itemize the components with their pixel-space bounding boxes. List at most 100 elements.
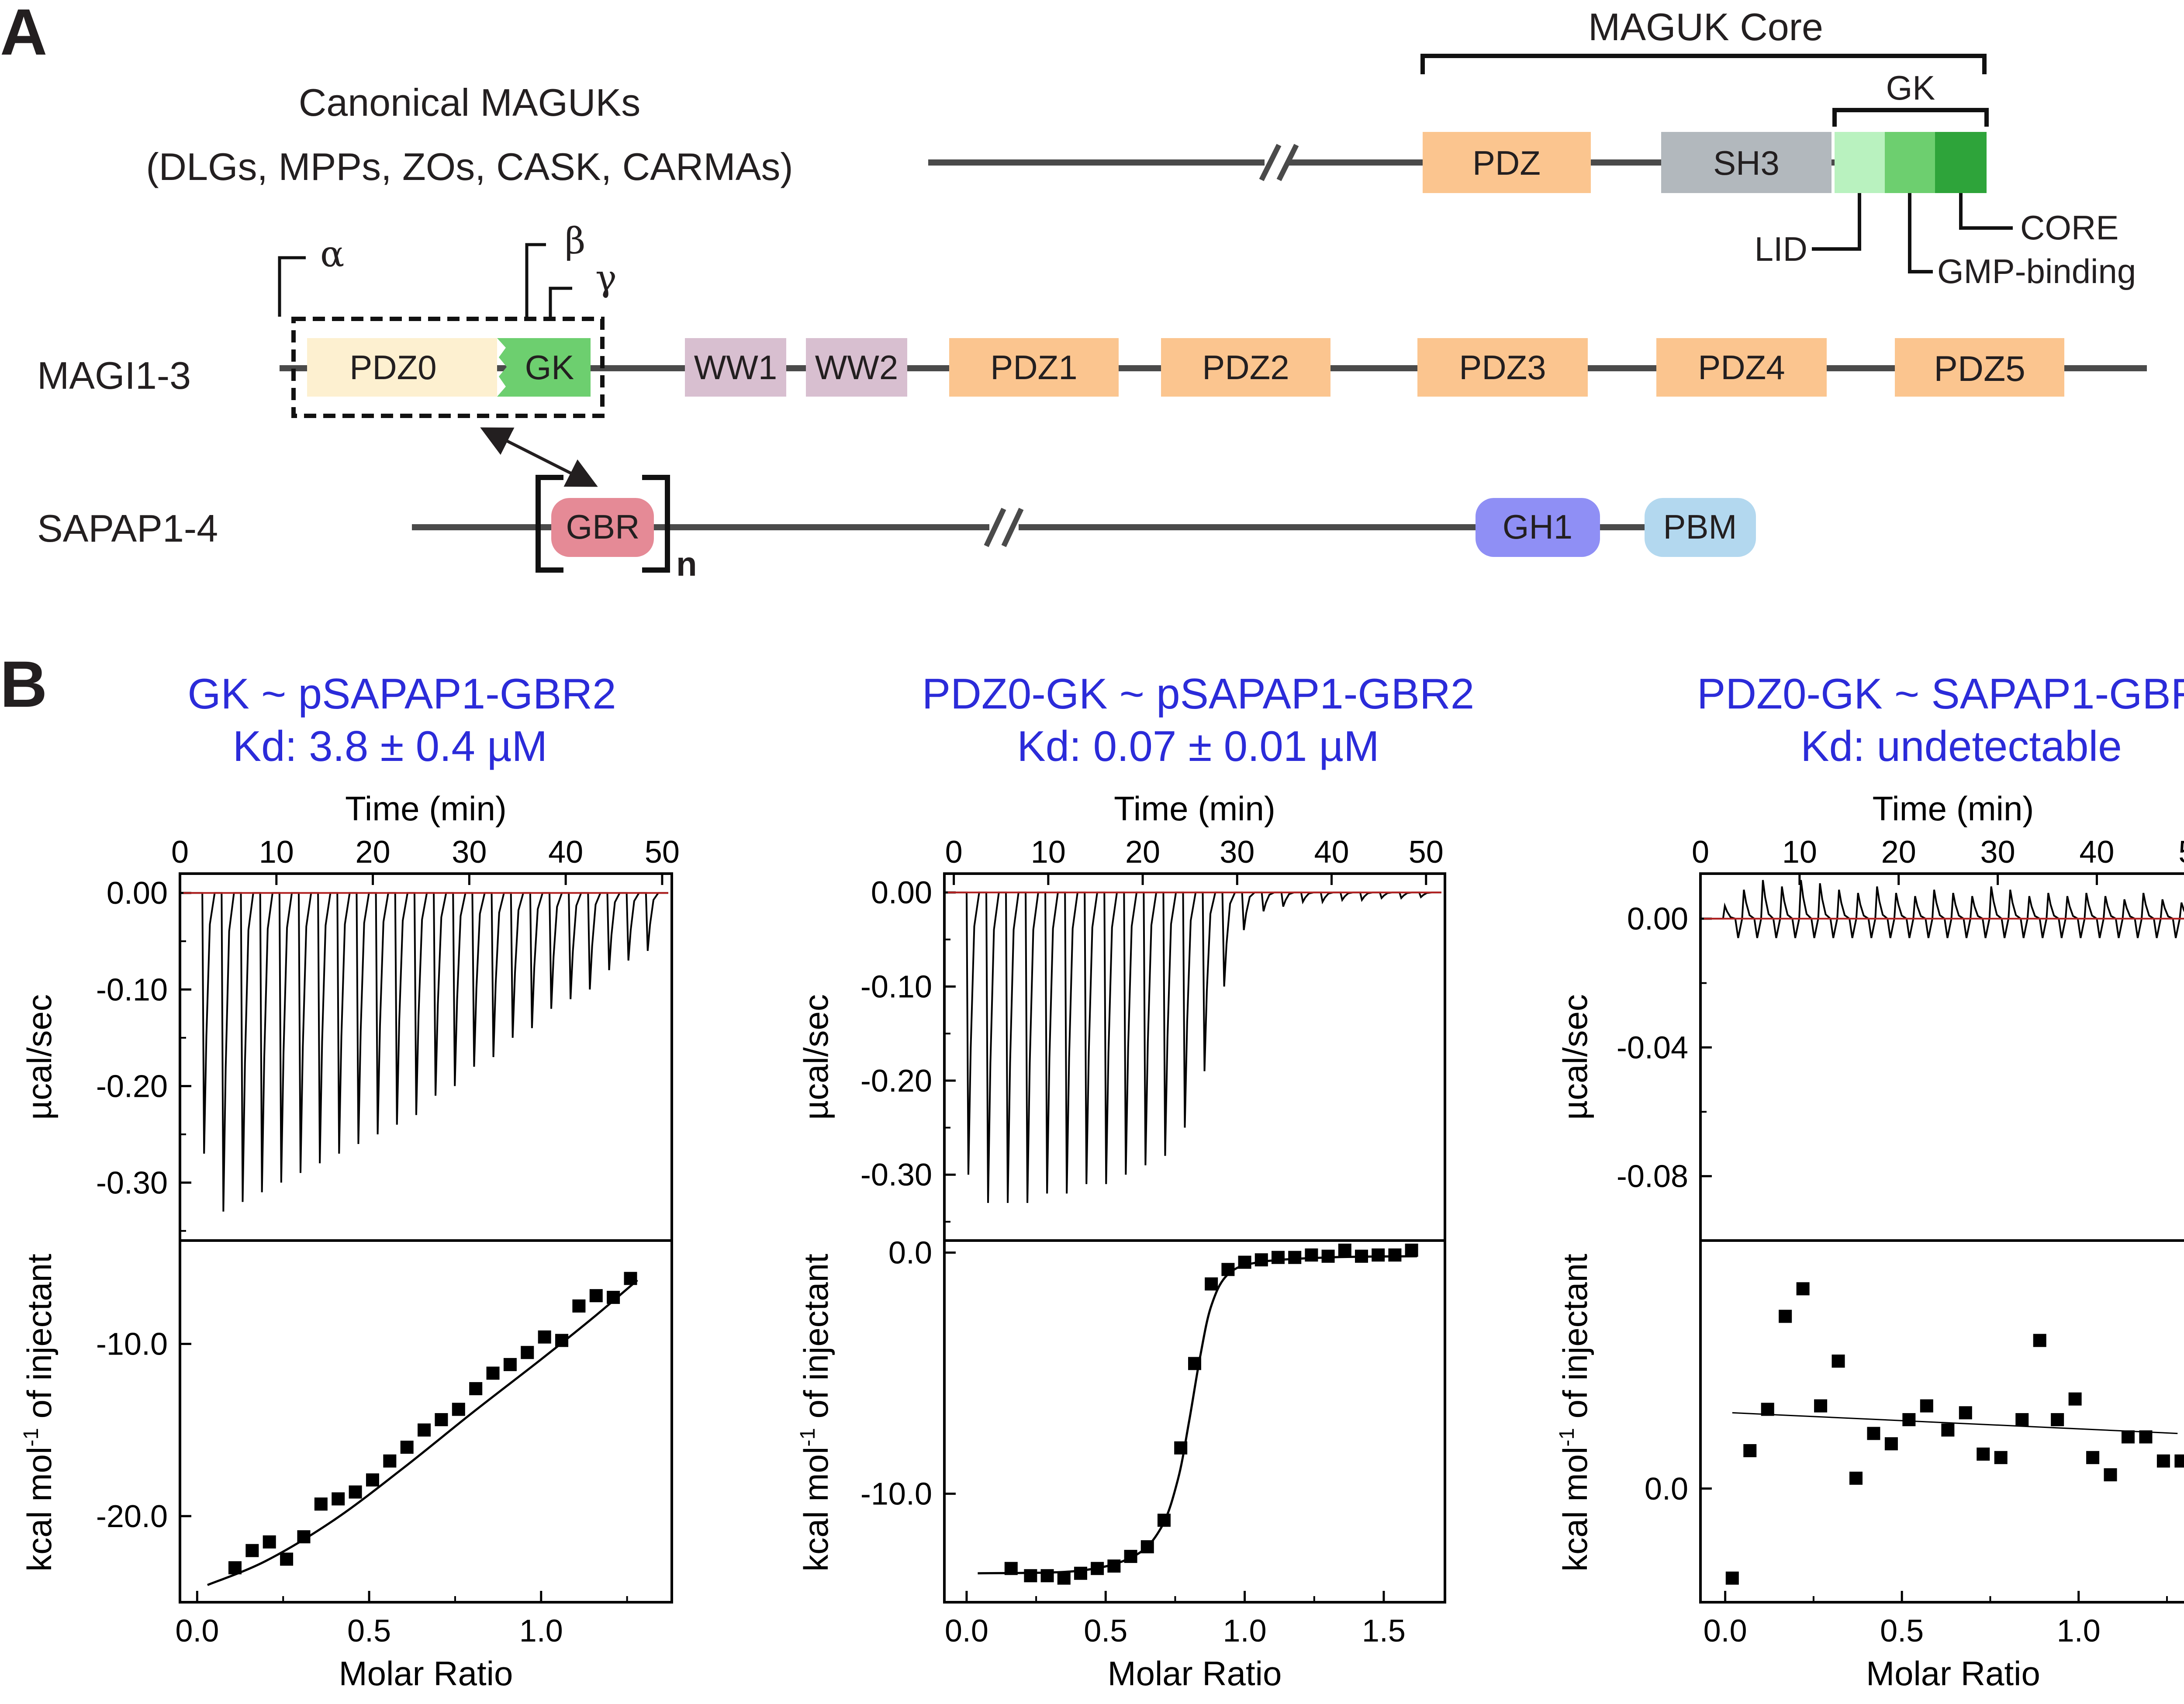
data-point <box>1107 1559 1121 1573</box>
data-point <box>1867 1427 1880 1440</box>
itc-3-raw-frame <box>1699 872 2184 1242</box>
pdz5-box <box>1895 338 2064 397</box>
data-point <box>280 1552 294 1566</box>
pdz0-label: PDZ0 <box>349 348 436 387</box>
itc-3-isotherm: 0.0 0.5 1.0 Molar Ratio 0.0 kcal mol-1 of inj… <box>1555 1239 2184 1693</box>
itc-3-subtitle: Kd: undetectable <box>1800 722 2122 770</box>
heat-axis-title: kcal mol-1 of injectant <box>796 1254 835 1572</box>
data-point <box>1238 1255 1251 1269</box>
gk-bracket <box>1832 108 1989 127</box>
heat-axis-title-part: of injectant <box>797 1254 835 1428</box>
heat-axis-title-part: of injectant <box>1556 1254 1594 1428</box>
molar-tick-label: 0.0 <box>175 1614 219 1649</box>
canonical-pdz-box <box>1423 132 1591 193</box>
molar-tick-label: 0.5 <box>1880 1614 1924 1649</box>
power-tick-label: -0.20 <box>860 1064 932 1099</box>
pdz3-label: PDZ3 <box>1459 348 1546 387</box>
heat-tick-label: 0.0 <box>1645 1472 1688 1507</box>
heat-axis-title-part: kcal mol <box>797 1447 835 1572</box>
thermogram-trace <box>948 892 1441 1203</box>
time-tick-label: 50 <box>1409 835 1444 870</box>
data-point <box>1977 1447 1990 1461</box>
heat-axis-title-sup: -1 <box>1555 1428 1579 1447</box>
ww2-label: WW2 <box>815 348 898 387</box>
time-tick-label: 10 <box>1031 835 1066 870</box>
canonical-sh3-label: SH3 <box>1713 144 1780 182</box>
itc-2-subtitle: Kd: 0.07 ± 0.01 µM <box>1017 722 1379 770</box>
data-point <box>366 1473 379 1487</box>
time-tick-label: 30 <box>1220 835 1254 870</box>
heat-tick-label: -10.0 <box>96 1327 168 1362</box>
pbm-label: PBM <box>1663 508 1737 546</box>
maguk-core-bracket <box>1420 54 1987 74</box>
itc-3-iso-frame <box>1699 1239 2184 1604</box>
power-axis-title: µcal/sec <box>797 994 835 1120</box>
gamma-label: γ <box>595 258 617 299</box>
fit-curve <box>1732 1412 2178 1434</box>
power-tick-label: -0.04 <box>1617 1030 1688 1065</box>
itc-panel-3: PDZ0-GK ~ SAPAP1-GBR2 Kd: undetectable 0… <box>1555 670 2184 1693</box>
canonical-sh3-box <box>1661 132 1832 193</box>
data-point <box>1140 1540 1154 1554</box>
itc-panel-1: GK ~ pSAPAP1-GBR2 Kd: 3.8 ± 0.4 µM 0 10 20… <box>20 670 680 1693</box>
data-point <box>1272 1251 1285 1264</box>
data-point <box>1920 1399 1933 1413</box>
data-point <box>607 1291 620 1304</box>
data-point <box>314 1497 328 1511</box>
interaction-arrow <box>480 427 598 487</box>
data-point <box>1779 1310 1792 1323</box>
gbr-box <box>551 498 654 557</box>
beta-bracket <box>525 243 546 317</box>
data-point <box>1091 1562 1104 1575</box>
time-tick-label: 40 <box>2079 835 2114 870</box>
gk-gmp-binding-box <box>1885 132 1935 193</box>
itc-2-isotherm: 0.0 0.5 1.0 1.5 Molar Ratio 0.0 -10.0 kcal mol-… <box>796 1236 1446 1693</box>
data-point <box>486 1366 500 1380</box>
power-tick-label: 0.00 <box>107 876 168 911</box>
data-point <box>400 1441 414 1454</box>
data-point <box>418 1423 431 1437</box>
data-point <box>1832 1355 1845 1368</box>
thermogram-trace <box>1704 880 2184 938</box>
data-point <box>1994 1451 2008 1464</box>
power-tick-label: -0.10 <box>96 972 168 1007</box>
data-point <box>521 1346 534 1359</box>
data-point <box>1725 1571 1739 1585</box>
canonical-break-mark <box>1259 144 1299 181</box>
pdz0-gk-tandem-outline <box>291 317 605 418</box>
itc-1-iso-frame <box>179 1239 673 1604</box>
data-point <box>1796 1282 1810 1296</box>
data-point <box>1221 1263 1235 1276</box>
time-tick-label: 0 <box>1692 835 1709 870</box>
data-point <box>383 1454 397 1468</box>
panel-b: B <box>0 647 47 721</box>
data-point <box>1372 1248 1385 1262</box>
data-point <box>1288 1251 1302 1264</box>
power-axis-title: µcal/sec <box>1556 994 1594 1120</box>
power-tick-label: -0.10 <box>860 969 932 1004</box>
data-point <box>2015 1413 2029 1427</box>
time-tick-label: 30 <box>1980 835 2015 870</box>
fit-curve <box>978 1255 1417 1575</box>
data-point <box>538 1330 551 1344</box>
data-point <box>1205 1277 1218 1291</box>
data-point <box>2051 1413 2064 1427</box>
power-tick-label: 0.00 <box>1627 902 1688 937</box>
pdz1-box <box>949 338 1119 397</box>
data-point <box>572 1299 586 1313</box>
canonical-subtitle: (DLGs, MPPs, ZOs, CASK, CARMAs) <box>146 145 793 188</box>
pdz3-box <box>1417 338 1588 397</box>
data-point <box>1814 1399 1828 1413</box>
time-tick-label: 30 <box>452 835 487 870</box>
power-tick-label: 0.00 <box>871 875 932 910</box>
pdz0-box <box>307 338 497 397</box>
molar-tick-label: 0.5 <box>347 1614 391 1649</box>
power-tick-label: -0.30 <box>96 1165 168 1200</box>
data-point <box>1174 1441 1188 1455</box>
itc-1-title: GK ~ pSAPAP1-GBR2 <box>187 670 616 718</box>
heat-axis-title-sup: -1 <box>20 1428 43 1447</box>
data-point <box>263 1535 276 1548</box>
data-point <box>1941 1423 1955 1437</box>
data-point <box>1024 1569 1037 1583</box>
data-point <box>1305 1248 1318 1262</box>
